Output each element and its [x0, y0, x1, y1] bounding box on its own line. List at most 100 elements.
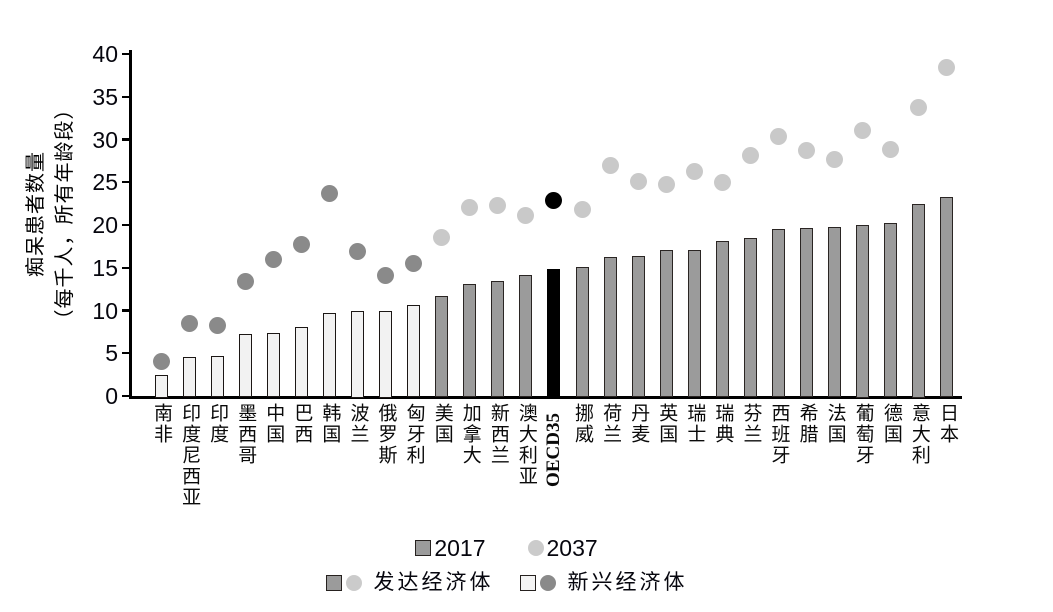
x-label-荷兰: 荷兰 [600, 403, 622, 445]
dot-2037-挪威 [573, 201, 591, 219]
dot-2037-巴西 [292, 236, 310, 254]
dot-2037-英国 [657, 176, 675, 194]
dot-2037-OECD35 [545, 191, 563, 209]
legend-2017-label: 2017 [434, 535, 486, 561]
bar-2017-中国 [266, 332, 280, 398]
dot-2037-印度尼西亚 [180, 314, 198, 332]
dot-2037-澳大利亚 [517, 207, 535, 225]
y-tick-mark-5 [122, 352, 129, 355]
dot-2037-匈牙利 [405, 254, 423, 272]
bar-2017-印度尼西亚 [182, 356, 196, 398]
dot-2037-芬兰 [741, 147, 759, 165]
bar-2017-OECD35 [547, 269, 561, 398]
y-tick-mark-25 [122, 181, 129, 184]
dot-2037-葡萄牙 [854, 121, 872, 139]
bar-2017-荷兰 [603, 257, 617, 398]
dot-2037-德国 [882, 141, 900, 159]
dot-2037-西班牙 [770, 127, 788, 145]
x-label-韩国: 韩国 [319, 403, 341, 445]
y-tick-label-40: 40 [92, 41, 118, 67]
y-tick-label-0: 0 [105, 383, 118, 409]
x-label-芬兰: 芬兰 [740, 403, 762, 445]
y-tick-mark-10 [122, 309, 129, 312]
bar-2017-美国 [435, 295, 449, 398]
legend-2037-label: 2037 [546, 535, 598, 561]
x-label-中国: 中国 [263, 403, 285, 445]
x-label-OECD35: OECD35 [542, 413, 564, 487]
x-label-意大利: 意大利 [908, 403, 930, 466]
y-tick-label-30: 30 [92, 126, 118, 153]
y-tick-mark-15 [122, 266, 129, 269]
bar-2017-日本 [940, 196, 954, 398]
legend-developed-label: 发达经济体 [373, 571, 494, 594]
legend-2017-square-icon [415, 540, 432, 556]
y-tick-label-25: 25 [92, 169, 118, 196]
x-label-瑞典: 瑞典 [712, 403, 734, 445]
x-label-巴西: 巴西 [291, 403, 313, 445]
dot-2037-瑞典 [713, 173, 731, 191]
x-label-日本: 日本 [936, 403, 958, 445]
y-tick-label-20: 20 [92, 212, 118, 238]
x-label-英国: 英国 [656, 403, 678, 445]
legend-developed-square-icon [325, 575, 342, 591]
dot-2037-南非 [152, 353, 170, 371]
x-label-印度: 印度 [207, 403, 229, 445]
y-tick-mark-20 [122, 223, 129, 227]
x-label-墨西哥: 墨西哥 [235, 403, 257, 466]
x-label-匈牙利: 匈牙利 [403, 403, 425, 466]
y-axis-title-line1: 痴呆患者数量 [25, 151, 47, 277]
x-label-德国: 德国 [880, 403, 902, 445]
y-tick-label-15: 15 [92, 254, 118, 281]
legend-emerging-circle-icon [539, 575, 556, 591]
x-label-俄罗斯: 俄罗斯 [375, 403, 397, 466]
x-axis-line [129, 396, 962, 399]
dot-2037-加拿大 [461, 198, 479, 216]
dot-2037-韩国 [320, 184, 338, 202]
bar-2017-西班牙 [772, 229, 786, 398]
x-label-加拿大: 加拿大 [459, 403, 481, 466]
x-label-丹麦: 丹麦 [628, 403, 650, 445]
bar-2017-葡萄牙 [856, 225, 870, 398]
legend-emerging-label: 新兴经济体 [567, 571, 688, 594]
x-label-美国: 美国 [431, 403, 453, 445]
x-label-希腊: 希腊 [796, 403, 818, 445]
x-label-波兰: 波兰 [347, 403, 369, 445]
x-label-南非: 南非 [151, 403, 172, 445]
bar-2017-德国 [884, 223, 898, 398]
dot-2037-丹麦 [629, 172, 647, 190]
dot-2037-意大利 [910, 99, 928, 117]
legend-developed-circle-icon [345, 575, 362, 591]
x-label-法国: 法国 [824, 403, 846, 445]
bar-2017-匈牙利 [407, 305, 421, 398]
y-tick-mark-30 [122, 138, 129, 141]
bar-2017-巴西 [294, 326, 308, 398]
bar-2017-加拿大 [463, 283, 477, 398]
x-label-印度尼西亚: 印度尼西亚 [179, 403, 201, 508]
y-tick-label-35: 35 [92, 83, 118, 110]
dot-2037-印度 [208, 316, 226, 334]
legend-years: 2017 2037 [0, 535, 1013, 561]
dot-2037-美国 [433, 229, 451, 247]
x-label-葡萄牙: 葡萄牙 [852, 403, 874, 466]
bar-2017-俄罗斯 [379, 310, 393, 398]
bar-2017-瑞士 [687, 249, 701, 398]
dot-2037-新西兰 [489, 196, 507, 214]
bar-2017-瑞典 [715, 241, 729, 398]
bar-2017-英国 [659, 249, 673, 398]
dot-2037-法国 [826, 150, 844, 168]
bar-2017-韩国 [322, 313, 336, 398]
y-tick-mark-40 [122, 52, 129, 56]
bar-2017-澳大利亚 [519, 274, 533, 398]
dot-2037-俄罗斯 [377, 266, 395, 284]
x-label-澳大利亚: 澳大利亚 [515, 403, 537, 487]
x-label-西班牙: 西班牙 [768, 403, 790, 466]
bar-2017-印度 [210, 355, 224, 398]
dot-2037-日本 [938, 59, 956, 77]
bar-2017-法国 [828, 226, 842, 398]
x-label-挪威: 挪威 [572, 403, 594, 445]
bar-2017-南非 [154, 374, 168, 398]
dot-2037-波兰 [348, 243, 366, 260]
bar-2017-丹麦 [631, 255, 645, 398]
dot-2037-荷兰 [601, 156, 619, 174]
